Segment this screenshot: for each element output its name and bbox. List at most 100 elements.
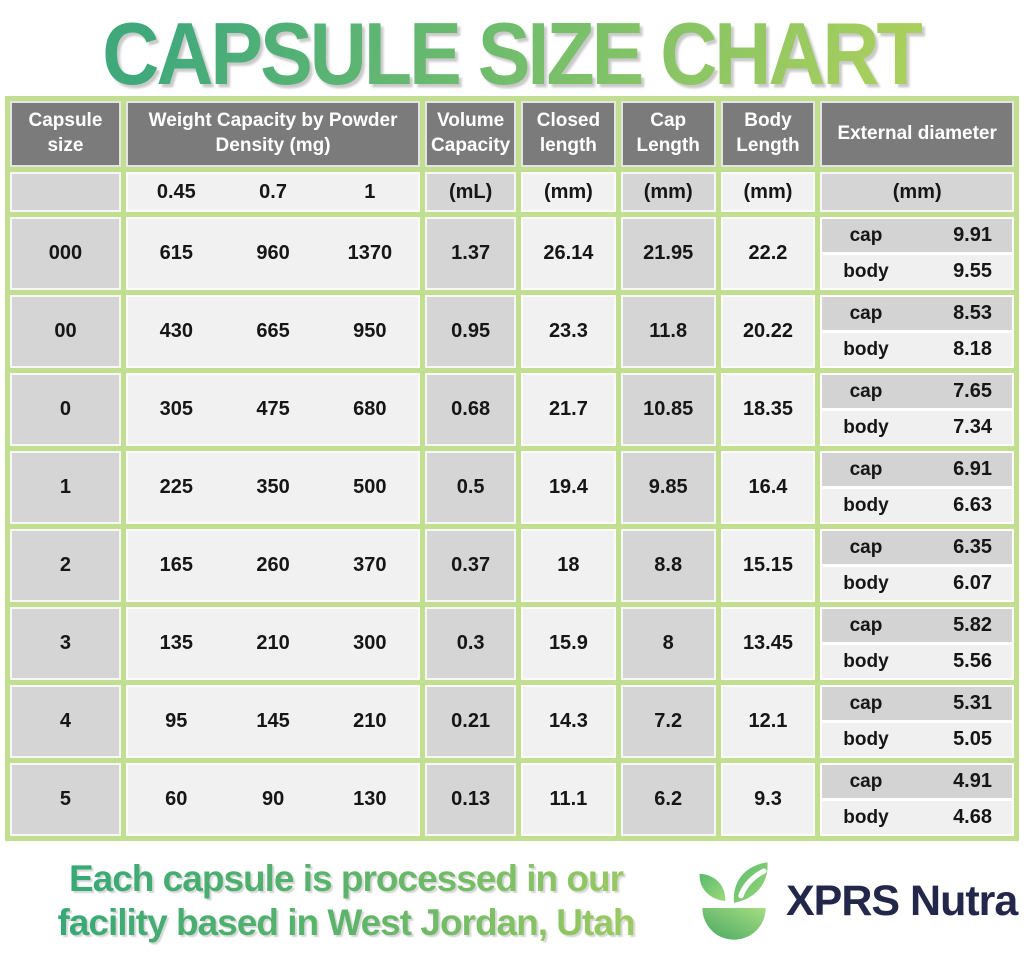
weight-07-value: 475 — [256, 398, 290, 420]
header-cap-length: Cap Length — [620, 101, 716, 167]
weight-capacity-cell: 305 475 680 — [125, 373, 421, 446]
body-label: body — [843, 728, 889, 750]
weight-1-value: 370 — [353, 554, 387, 576]
cap-length-cell: 21.95 — [620, 217, 716, 290]
external-diameter-cell: cap 6.91 body 6.63 — [820, 451, 1014, 524]
tagline-line1: Each capsule is processed in our — [68, 858, 624, 900]
weight-1-value: 500 — [353, 476, 387, 498]
closed-length-cell: 23.3 — [521, 295, 616, 368]
weight-1-value: 950 — [353, 320, 387, 342]
table-row: 3 135 210 300 0.3 15.9 8 13.45 cap 5.82 — [10, 607, 1014, 680]
body-length-cell: 22.2 — [720, 217, 816, 290]
body-length-cell: 15.15 — [720, 529, 816, 602]
external-cap-subrow: cap 5.31 — [822, 687, 1012, 720]
external-cap-subrow: cap 7.65 — [822, 375, 1012, 408]
units-body-length: (mm) — [720, 172, 816, 212]
cap-length-cell: 8.8 — [620, 529, 716, 602]
external-body-subrow: body 5.05 — [822, 723, 1012, 756]
units-densities-cell: 0.45 0.7 1 — [125, 172, 421, 212]
weight-07-value: 960 — [256, 242, 290, 264]
body-length-cell: 18.35 — [720, 373, 816, 446]
cap-length-cell: 7.2 — [620, 685, 716, 758]
weight-capacity-cell: 60 90 130 — [125, 763, 421, 836]
weight-capacity-cell: 430 665 950 — [125, 295, 421, 368]
body-diameter-value: 5.56 — [953, 650, 992, 672]
weight-045-value: 60 — [165, 788, 188, 810]
cap-label: cap — [849, 380, 883, 402]
density-1: 1 — [364, 180, 376, 203]
body-diameter-value: 9.55 — [953, 260, 992, 282]
cap-label: cap — [849, 224, 883, 246]
body-diameter-value: 8.18 — [953, 338, 992, 360]
external-cap-subrow: cap 6.91 — [822, 453, 1012, 486]
body-length-cell: 9.3 — [720, 763, 816, 836]
body-label: body — [843, 806, 889, 828]
title-section: CAPSULE SIZE CHART — [0, 0, 1024, 103]
volume-capacity-cell: 0.5 — [425, 451, 517, 524]
weight-1-value: 300 — [353, 632, 387, 654]
closed-length-cell: 15.9 — [521, 607, 616, 680]
table-row: 1 225 350 500 0.5 19.4 9.85 16.4 cap 6.9… — [10, 451, 1014, 524]
page-title: CAPSULE SIZE CHART — [102, 2, 924, 105]
capsule-size-table: Capsule size Weight Capacity by Powder D… — [5, 96, 1019, 841]
body-label: body — [843, 572, 889, 594]
table-row: 000 615 960 1370 1.37 26.14 21.95 22.2 c… — [10, 217, 1014, 290]
table-header-row: Capsule size Weight Capacity by Powder D… — [10, 101, 1014, 167]
weight-045-value: 430 — [159, 320, 193, 342]
body-diameter-value: 6.63 — [953, 494, 992, 516]
brand-logo: XPRS Nutra — [690, 857, 1018, 945]
cap-diameter-value: 4.91 — [953, 770, 992, 792]
closed-length-cell: 26.14 — [521, 217, 616, 290]
weight-1-value: 1370 — [347, 242, 393, 264]
cap-label: cap — [849, 770, 883, 792]
body-label: body — [843, 416, 889, 438]
footer-section: Each capsule is processed in our facilit… — [0, 841, 1024, 945]
closed-length-cell: 18 — [521, 529, 616, 602]
cap-length-cell: 8 — [620, 607, 716, 680]
cap-diameter-value: 9.91 — [953, 224, 992, 246]
units-volume: (mL) — [425, 172, 517, 212]
volume-capacity-cell: 0.95 — [425, 295, 517, 368]
table-units-row: 0.45 0.7 1 (mL) (mm) (mm) (mm) (mm) — [10, 172, 1014, 212]
table-row: 00 430 665 950 0.95 23.3 11.8 20.22 cap … — [10, 295, 1014, 368]
footer-tagline: Each capsule is processed in our facilit… — [10, 857, 682, 944]
weight-07-value: 90 — [261, 788, 285, 810]
capsule-size-cell: 000 — [10, 217, 121, 290]
weight-045-value: 225 — [159, 476, 193, 498]
cap-diameter-value: 5.82 — [953, 614, 992, 636]
volume-capacity-cell: 0.68 — [425, 373, 517, 446]
external-cap-subrow: cap 6.35 — [822, 531, 1012, 564]
body-diameter-value: 4.68 — [953, 806, 992, 828]
closed-length-cell: 11.1 — [521, 763, 616, 836]
body-length-cell: 13.45 — [720, 607, 816, 680]
capsule-size-cell: 0 — [10, 373, 121, 446]
units-external: (mm) — [820, 172, 1014, 212]
weight-1-value: 210 — [353, 710, 387, 732]
cap-length-cell: 9.85 — [620, 451, 716, 524]
weight-07-value: 145 — [256, 710, 290, 732]
body-label: body — [843, 494, 889, 516]
external-diameter-cell: cap 8.53 body 8.18 — [820, 295, 1014, 368]
closed-length-cell: 14.3 — [521, 685, 616, 758]
weight-07-value: 210 — [256, 632, 290, 654]
weight-045-value: 95 — [165, 710, 188, 732]
weight-07-value: 260 — [256, 554, 290, 576]
cap-label: cap — [849, 536, 883, 558]
external-diameter-cell: cap 6.35 body 6.07 — [820, 529, 1014, 602]
external-diameter-cell: cap 5.31 body 5.05 — [820, 685, 1014, 758]
weight-capacity-cell: 165 260 370 — [125, 529, 421, 602]
table-row: 0 305 475 680 0.68 21.7 10.85 18.35 cap … — [10, 373, 1014, 446]
header-closed-length: Closed length — [521, 101, 616, 167]
external-cap-subrow: cap 5.82 — [822, 609, 1012, 642]
external-body-subrow: body 4.68 — [822, 801, 1012, 834]
capsule-size-cell: 4 — [10, 685, 121, 758]
cap-diameter-value: 6.35 — [953, 536, 992, 558]
body-label: body — [843, 650, 889, 672]
external-diameter-cell: cap 5.82 body 5.56 — [820, 607, 1014, 680]
volume-capacity-cell: 0.21 — [425, 685, 517, 758]
header-volume-capacity: Volume Capacity — [425, 101, 517, 167]
weight-capacity-cell: 95 145 210 — [125, 685, 421, 758]
cap-label: cap — [849, 614, 883, 636]
external-cap-subrow: cap 4.91 — [822, 765, 1012, 798]
